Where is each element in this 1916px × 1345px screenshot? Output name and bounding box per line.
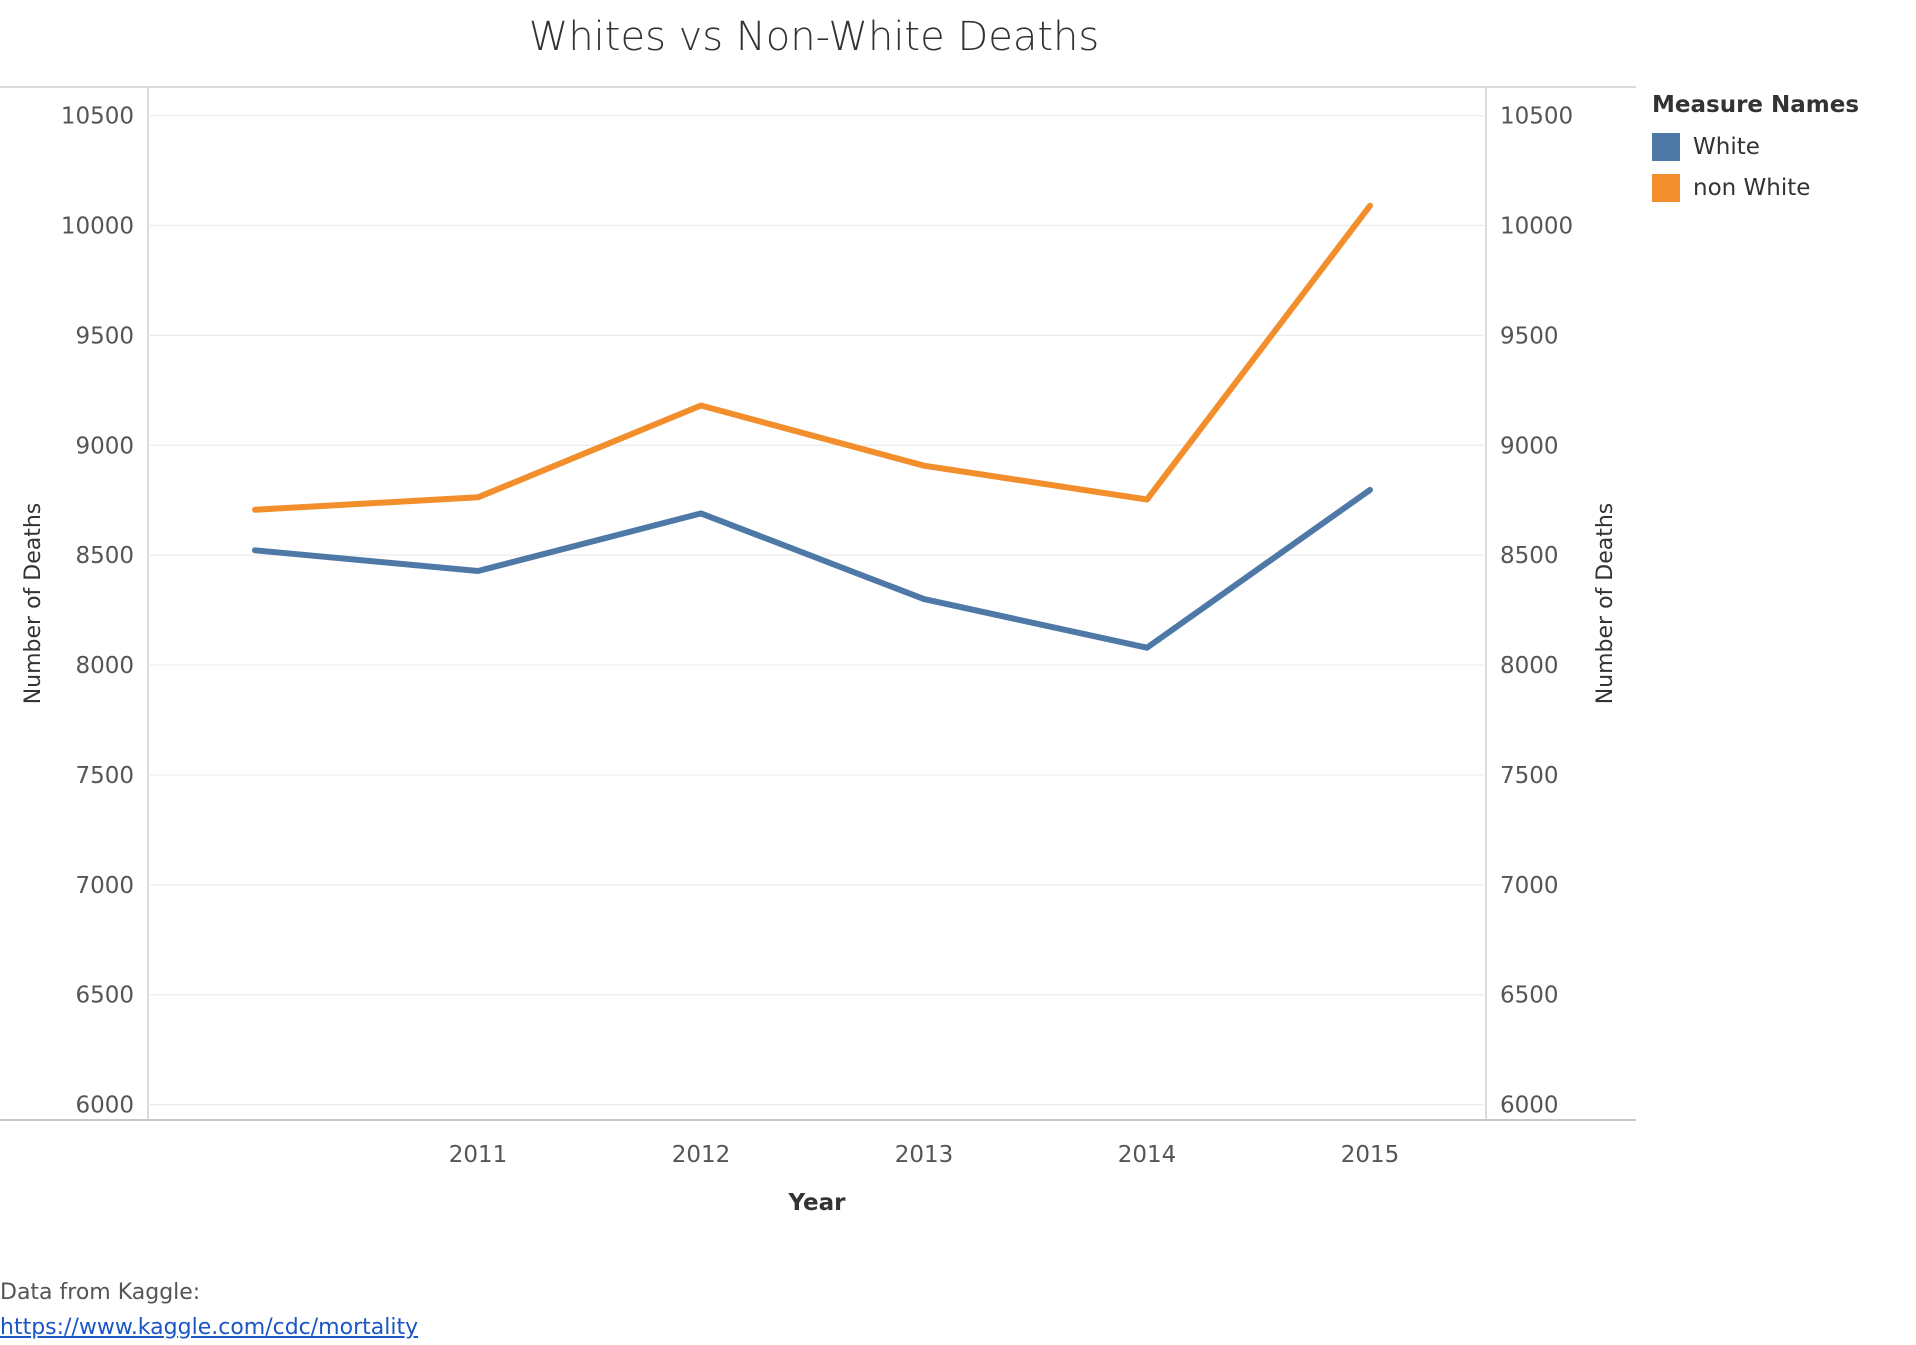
series-line-white [252, 486, 1373, 651]
y-tick-label-left: 6000 [75, 1093, 134, 1119]
y-tick-label-right: 10000 [1500, 213, 1573, 239]
y-tick-label-right: 9500 [1500, 323, 1559, 349]
legend-swatch-white [1652, 132, 1680, 161]
y-tick-label-right: 7000 [1500, 873, 1559, 899]
y-tick-label-right: 6000 [1500, 1093, 1559, 1119]
source-link[interactable]: https://www.kaggle.com/cdc/mortality [0, 1315, 419, 1340]
series-line-non-white [252, 202, 1373, 513]
y-tick-label-left: 9500 [75, 323, 134, 349]
y-tick-label-right: 6500 [1500, 983, 1559, 1009]
legend-item-white[interactable]: White [1652, 126, 1859, 167]
legend-title: Measure Names [1652, 92, 1860, 118]
y-tick-label-left: 9000 [75, 433, 134, 459]
x-tick-label: 2013 [895, 1142, 954, 1168]
y-tick-label-right: 7500 [1500, 763, 1559, 789]
legend-label-non-white: non White [1693, 174, 1811, 201]
legend-label-white: White [1693, 133, 1760, 160]
y-tick-label-right: 9000 [1500, 433, 1559, 459]
legend-item-non-white[interactable]: non White [1652, 167, 1859, 208]
x-tick-label: 2011 [449, 1142, 508, 1168]
y-tick-label-right: 8000 [1500, 653, 1559, 679]
y-tick-label-left: 7000 [75, 873, 134, 899]
x-tick-label: 2012 [672, 1142, 731, 1168]
y-tick-label-left: 8000 [75, 653, 134, 679]
y-tick-label-right: 8500 [1500, 543, 1559, 569]
x-tick-label: 2015 [1341, 1142, 1400, 1168]
legend: Measure Names White non White [1652, 92, 1859, 208]
y-axis-title-right: Number of Deaths [1593, 503, 1618, 705]
x-axis-title: Year [787, 1190, 846, 1216]
y-tick-label-left: 7500 [75, 763, 134, 789]
x-tick-label: 2014 [1118, 1142, 1177, 1168]
y-tick-label-left: 10000 [61, 213, 134, 239]
y-axis-title-left: Number of Deaths [21, 503, 46, 705]
chart-title: Whites vs Non-White Deaths [528, 14, 1100, 60]
legend-swatch-non-white [1652, 173, 1680, 202]
y-tick-label-left: 8500 [75, 543, 134, 569]
y-tick-label-left: 6500 [75, 983, 134, 1009]
y-tick-label-left: 10500 [61, 104, 134, 130]
source-note: Data from Kaggle: https://www.kaggle.com… [0, 1275, 418, 1345]
source-label: Data from Kaggle: [0, 1280, 201, 1305]
y-tick-label-right: 10500 [1500, 104, 1573, 130]
